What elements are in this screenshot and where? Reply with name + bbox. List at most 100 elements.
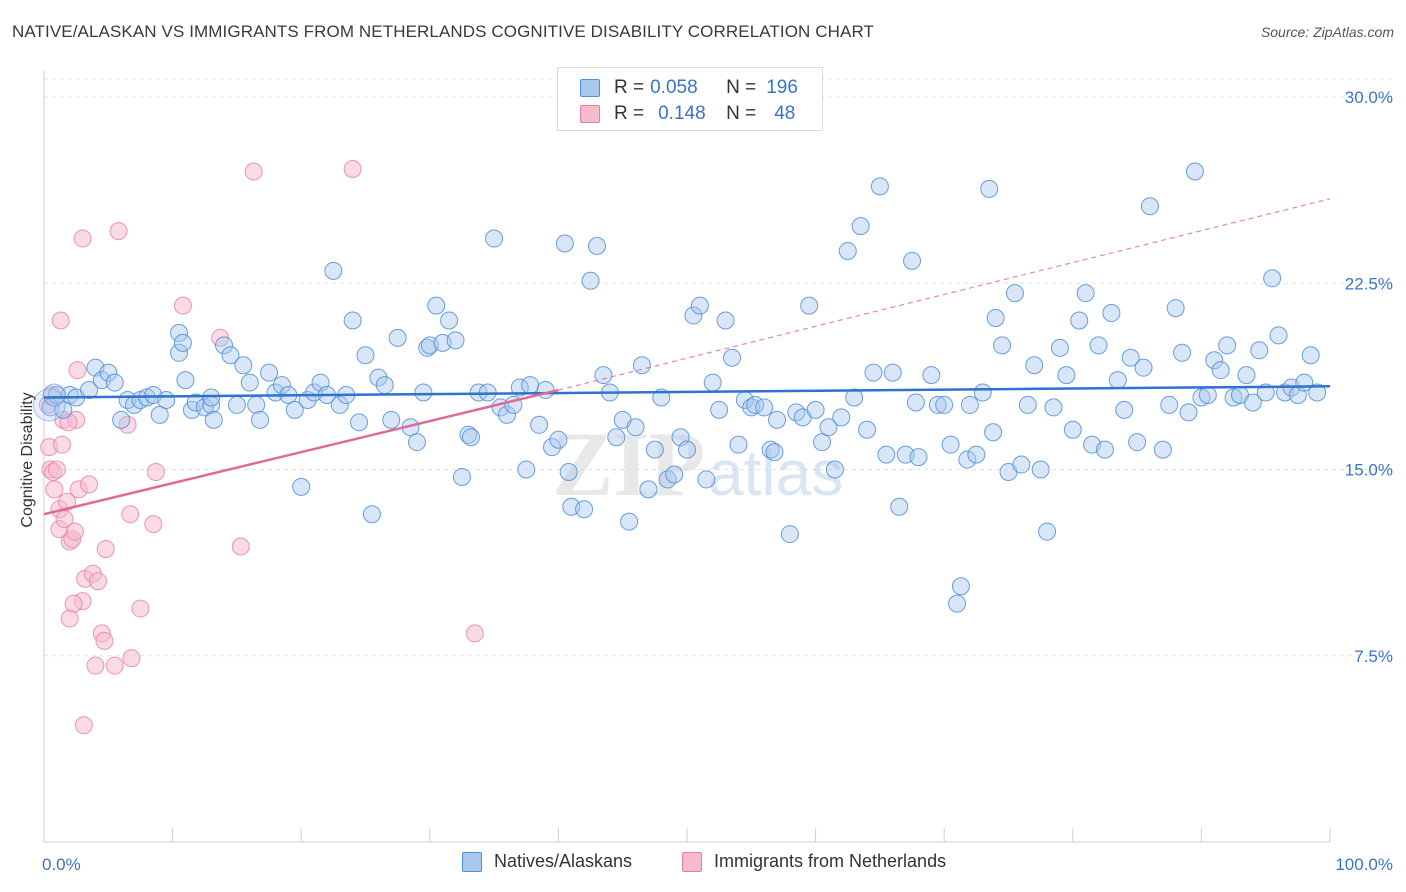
natives-point <box>461 428 480 447</box>
natives-point <box>993 336 1012 355</box>
natives-trend-line <box>43 385 1331 399</box>
natives-point <box>521 376 540 395</box>
natives-point <box>1160 395 1179 414</box>
natives-point <box>877 445 896 464</box>
bottom-legend-netherlands: Immigrants from Netherlands <box>682 851 946 872</box>
natives-point <box>883 363 902 382</box>
natives-point <box>723 348 742 367</box>
natives-point <box>382 410 401 429</box>
netherlands-point <box>80 475 99 494</box>
natives-point <box>1166 299 1185 318</box>
natives-point <box>1308 383 1327 402</box>
natives-point <box>607 428 626 447</box>
natives-point <box>234 356 253 375</box>
natives-point <box>967 445 986 464</box>
bottom-legend-label: Immigrants from Netherlands <box>714 851 947 871</box>
natives-point <box>1038 522 1057 541</box>
natives-point <box>909 448 928 467</box>
natives-point <box>935 395 954 414</box>
netherlands-point <box>121 505 140 524</box>
natives-point <box>632 356 651 375</box>
chart-title: NATIVE/ALASKAN VS IMMIGRANTS FROM NETHER… <box>12 22 875 41</box>
bottom-legend-label: Natives/Alaskans <box>494 851 633 871</box>
natives-point <box>517 460 536 479</box>
natives-point <box>684 306 703 325</box>
trend-lines <box>43 198 1331 516</box>
natives-point <box>150 405 169 424</box>
natives-point <box>1205 351 1224 370</box>
legend-n-value: 48 <box>774 103 796 124</box>
natives-point <box>948 594 967 613</box>
legend-row-netherlands: R = 0.148 N = 48 <box>580 102 795 126</box>
netherlands-point <box>74 716 93 735</box>
natives-point <box>1173 343 1192 362</box>
bottom-legend-natives: Natives/Alaskans <box>462 851 632 872</box>
y-axis-label: Cognitive Disability <box>19 392 36 528</box>
netherlands-point <box>47 460 66 479</box>
y-tick-label: 30.0% <box>1345 88 1393 107</box>
natives-point <box>1089 336 1108 355</box>
netherlands-point <box>131 599 150 618</box>
natives-point <box>1243 393 1262 412</box>
natives-point <box>1134 358 1153 377</box>
natives-point <box>1128 433 1147 452</box>
natives-point <box>170 343 189 362</box>
y-tick-label: 22.5% <box>1345 274 1393 293</box>
netherlands-point <box>86 656 105 675</box>
natives-point <box>80 381 99 400</box>
natives-point <box>620 512 639 531</box>
natives-point <box>1095 440 1114 459</box>
natives-point <box>1012 455 1031 474</box>
netherlands-point <box>89 572 108 591</box>
natives-point <box>639 480 658 499</box>
natives-point <box>626 418 645 437</box>
natives-points <box>32 162 1327 613</box>
natives-point <box>215 336 234 355</box>
natives-point <box>272 376 291 395</box>
natives-point <box>960 395 979 414</box>
y-tick-label: 7.5% <box>1354 647 1393 666</box>
natives-point <box>716 311 735 330</box>
natives-point <box>292 477 311 496</box>
axes <box>43 70 1331 843</box>
natives-point <box>1005 284 1024 303</box>
natives-point <box>1140 197 1159 216</box>
natives-point <box>819 418 838 437</box>
natives-point <box>984 423 1003 442</box>
natives-point <box>587 237 606 255</box>
natives-point <box>729 435 748 454</box>
netherlands-point <box>244 162 263 181</box>
natives-point <box>221 346 240 365</box>
natives-point <box>362 505 381 524</box>
legend-swatch-blue <box>580 79 600 97</box>
natives-point <box>1121 348 1140 367</box>
legend-r-label: R = <box>614 77 645 98</box>
legend-n-label: N = <box>726 103 757 124</box>
natives-point <box>251 410 270 429</box>
legend-r-value: 0.148 <box>658 103 706 124</box>
natives-point <box>951 577 970 596</box>
natives-point <box>204 410 223 429</box>
natives-point <box>594 366 613 385</box>
bottom-legend-swatch-blue <box>462 851 482 872</box>
natives-point <box>485 229 504 248</box>
natives-point <box>559 462 578 481</box>
natives-point <box>1018 395 1037 414</box>
natives-point <box>1237 366 1256 385</box>
legend-n-value: 196 <box>766 77 798 98</box>
netherlands-point <box>45 480 64 499</box>
natives-point <box>1050 338 1069 357</box>
natives-point <box>542 438 561 457</box>
netherlands-point <box>95 631 114 650</box>
natives-point <box>459 425 478 444</box>
netherlands-point <box>68 361 87 380</box>
natives-point <box>452 467 471 486</box>
natives-point-cluster <box>42 383 66 407</box>
netherlands-point <box>144 515 163 534</box>
netherlands-point <box>73 229 92 248</box>
netherlands-point <box>343 160 362 179</box>
watermark-atlas: atlas <box>708 437 843 509</box>
natives-point <box>870 177 889 196</box>
natives-point <box>497 405 516 424</box>
netherlands-point <box>51 311 70 330</box>
